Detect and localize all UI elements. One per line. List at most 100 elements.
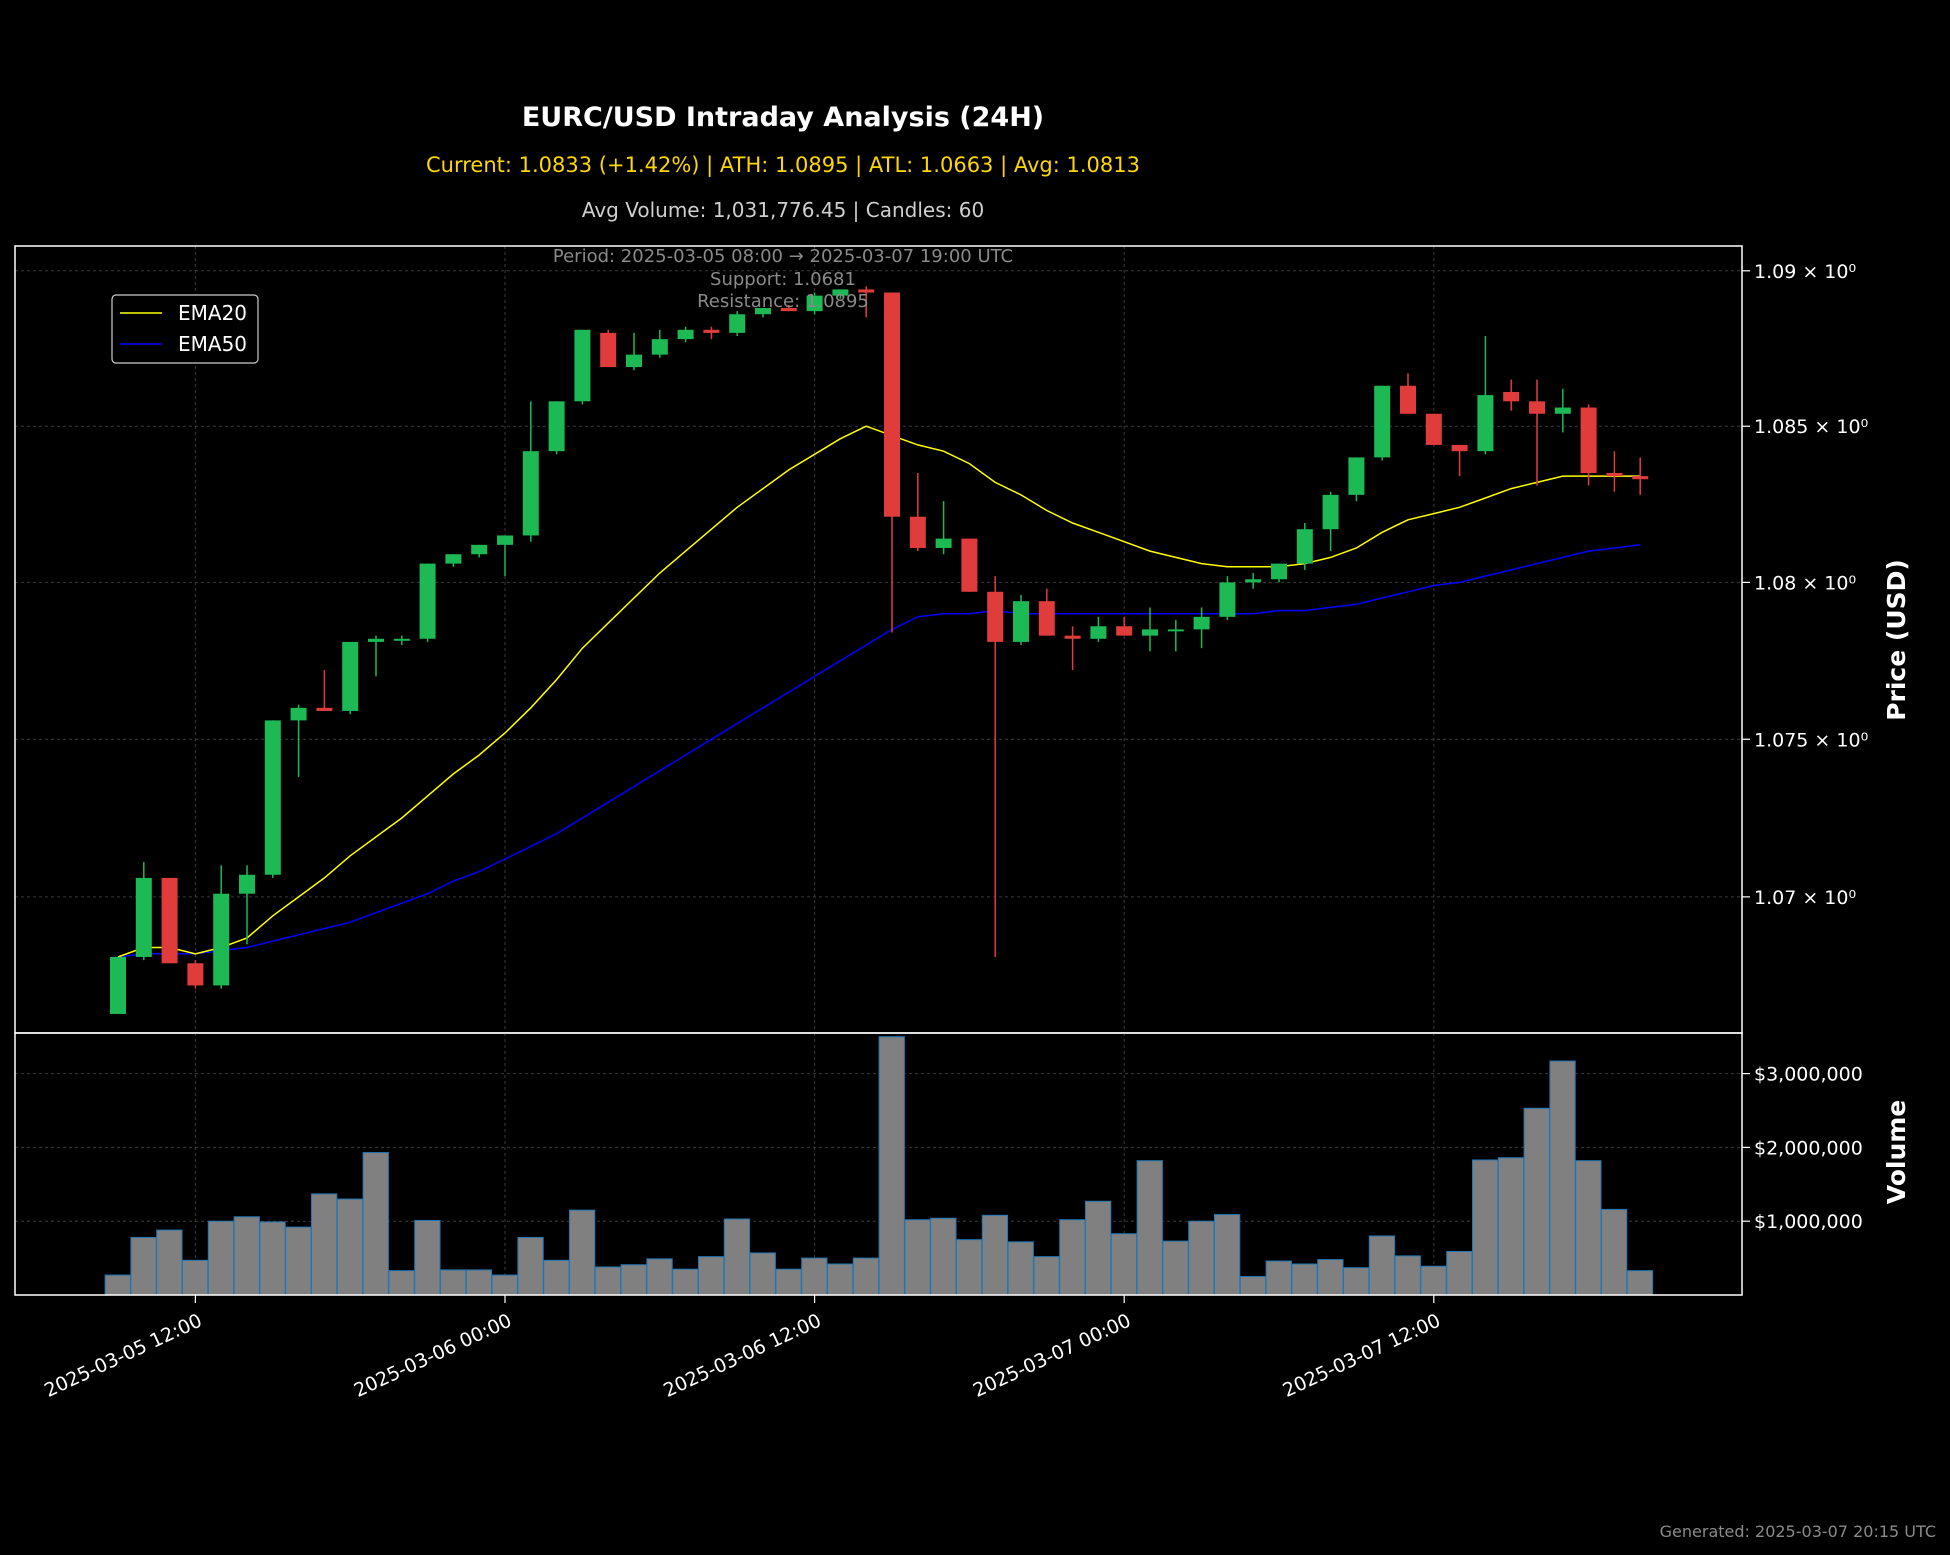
- candle-body: [1425, 413, 1442, 445]
- candle: [987, 576, 1004, 957]
- volume-bar: [646, 1258, 673, 1296]
- candle: [806, 292, 823, 315]
- candle: [729, 311, 746, 336]
- volume-bar: [104, 1274, 131, 1296]
- candle: [780, 304, 797, 312]
- candle: [1503, 379, 1520, 411]
- candle-body: [1503, 391, 1520, 402]
- volume-bar: [1110, 1233, 1138, 1296]
- candle-body: [213, 893, 230, 986]
- candle-body: [419, 563, 436, 639]
- volume-bar: [672, 1268, 699, 1296]
- period-annotation: Period: 2025-03-05 08:00 → 2025-03-07 19…: [553, 246, 1013, 267]
- candle: [935, 501, 952, 555]
- volume-bar: [1136, 1160, 1163, 1296]
- candle-body: [264, 720, 281, 875]
- candle: [135, 862, 152, 961]
- volume-bar: [1265, 1260, 1292, 1296]
- candle-body: [1451, 444, 1468, 452]
- volume-bar: [233, 1216, 260, 1296]
- candle: [1348, 457, 1365, 502]
- candle: [1606, 451, 1623, 492]
- candle: [497, 535, 513, 577]
- volume-bar: [1420, 1265, 1447, 1296]
- candle: [471, 544, 488, 558]
- candle: [858, 286, 875, 318]
- volume-bar: [259, 1221, 286, 1296]
- volume-bar: [1575, 1160, 1602, 1296]
- candle: [1425, 413, 1442, 445]
- price-tick-label: 1.07 × 10⁰: [1754, 887, 1856, 909]
- volume-bar: [1239, 1276, 1267, 1296]
- candle-body: [368, 638, 384, 642]
- x-tick-label: 2025-03-07 00:00: [970, 1310, 1134, 1402]
- volume-tick-label: $3,000,000: [1754, 1064, 1863, 1086]
- candle: [1116, 616, 1133, 636]
- candle-body: [445, 554, 462, 564]
- candle: [1451, 444, 1468, 477]
- candle-body: [574, 329, 591, 402]
- candle: [909, 473, 926, 552]
- x-tick-label: 2025-03-07 12:00: [1279, 1310, 1443, 1402]
- candle: [342, 641, 359, 715]
- volume-bar: [569, 1209, 596, 1296]
- candle-body: [1477, 395, 1494, 452]
- x-tick-label: 2025-03-06 12:00: [660, 1310, 824, 1402]
- candle-body: [703, 329, 720, 333]
- legend-ema20-label: EMA20: [178, 301, 247, 325]
- candle-body: [780, 308, 797, 312]
- candle: [264, 720, 281, 878]
- candle-body: [909, 516, 926, 548]
- volume-bar: [723, 1218, 751, 1296]
- x-tick-label: 2025-03-05 12:00: [41, 1310, 205, 1402]
- price-tick-label: 1.085 × 10⁰: [1754, 416, 1868, 438]
- price-tick-label: 1.075 × 10⁰: [1754, 729, 1868, 751]
- ema50-line: [117, 544, 1641, 958]
- volume-bar: [1317, 1259, 1344, 1296]
- candle: [832, 289, 849, 299]
- candle: [1529, 379, 1545, 486]
- volume-bar: [491, 1274, 518, 1296]
- volume-bar: [1394, 1255, 1421, 1296]
- candle: [1400, 373, 1416, 414]
- volume-bar: [1343, 1267, 1370, 1296]
- candle-body: [677, 329, 694, 340]
- candle-body: [1606, 473, 1623, 477]
- volume-bar: [336, 1198, 364, 1296]
- volume-bar: [1059, 1219, 1086, 1296]
- volume-bars: [104, 1036, 1654, 1296]
- volume-bar: [801, 1257, 828, 1296]
- candle: [1245, 572, 1262, 589]
- volume-bar: [1549, 1060, 1576, 1296]
- volume-bar: [1007, 1241, 1034, 1296]
- support-annotation: Support: 1.0681: [710, 269, 856, 290]
- candle: [1477, 335, 1494, 455]
- candle-body: [1013, 601, 1029, 642]
- candle: [1090, 616, 1107, 642]
- candle-body: [342, 641, 359, 711]
- candle-body: [987, 591, 1004, 642]
- volume-bar: [362, 1152, 389, 1296]
- candle-body: [1374, 385, 1391, 458]
- volume-bar: [182, 1259, 209, 1296]
- candle-body: [471, 544, 488, 555]
- candle: [239, 865, 255, 945]
- candle-body: [1142, 629, 1158, 636]
- candle: [393, 635, 410, 646]
- candle: [1554, 388, 1571, 433]
- volume-panel-frame: [14, 1032, 1743, 1296]
- volume-bar: [1162, 1240, 1189, 1296]
- ema-lines: [117, 425, 1641, 958]
- candle-body: [110, 956, 126, 1014]
- volume-bar: [311, 1193, 338, 1296]
- generated-timestamp: Generated: 2025-03-07 20:15 UTC: [1660, 1522, 1936, 1541]
- volume-bar: [285, 1226, 312, 1296]
- candle-body: [1529, 401, 1545, 414]
- candle-body: [1322, 494, 1339, 530]
- candle-body: [316, 707, 333, 711]
- candle: [755, 308, 771, 318]
- candle: [419, 563, 436, 642]
- volume-bar: [1446, 1250, 1473, 1296]
- candle-body: [497, 535, 513, 545]
- candle-body: [1632, 476, 1649, 480]
